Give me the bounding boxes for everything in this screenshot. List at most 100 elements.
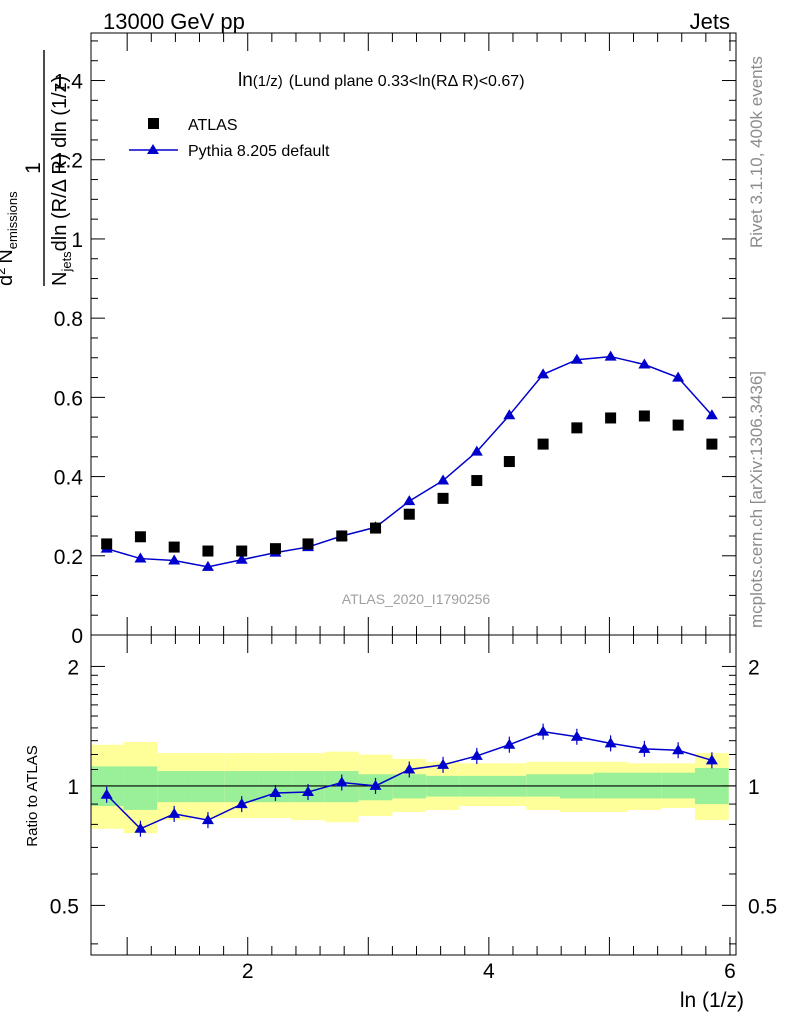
ratio-point <box>335 776 348 787</box>
mc-point <box>570 353 583 364</box>
ratio-y-tick-label-right: 2 <box>748 656 760 679</box>
ratio-point <box>269 786 282 797</box>
uncertainty-bands <box>91 742 729 834</box>
ratio-point <box>570 730 583 741</box>
mc-point <box>134 552 147 563</box>
atlas-point <box>168 541 180 553</box>
panel-title: ln(1/z) (Lund plane 0.33<ln(RΔ R)<0.67) <box>238 70 525 91</box>
y-label-den-n: N <box>49 272 71 286</box>
ratio-panel-frame <box>90 634 737 956</box>
ratio-x-tick-label: 6 <box>724 960 736 983</box>
atlas-point <box>302 538 314 550</box>
y-label-denominator-1: Njetsdln (R/Δ R) dln (1/z) <box>49 76 74 286</box>
atlas-point <box>571 422 583 434</box>
mc-point <box>672 371 685 382</box>
ratio-point <box>201 814 214 825</box>
atlas-point <box>202 545 214 557</box>
atlas-point <box>236 545 248 557</box>
ratio-point <box>604 737 617 748</box>
ratio-point <box>503 738 516 749</box>
ratio-x-tick-label: 2 <box>242 960 254 983</box>
atlas-point <box>101 538 113 550</box>
ratio-point <box>470 749 483 760</box>
mc-series <box>100 350 718 571</box>
atlas-point <box>336 530 348 542</box>
band-inner <box>157 771 192 803</box>
mc-point <box>604 350 617 361</box>
ratio-mc-series <box>100 723 718 837</box>
main-y-tick-label: 1.4 <box>54 71 84 94</box>
ratio-point <box>437 758 450 769</box>
main-y-tick-label: 0.8 <box>54 308 83 331</box>
mc-point <box>201 560 214 571</box>
mc-line <box>106 355 713 568</box>
y-label-fraction-one: 1 <box>22 162 45 174</box>
main-y-ticks: 0 0.2 0.4 0.6 0.8 1 1.2 1.4 <box>54 40 736 648</box>
ratio-point <box>369 779 382 790</box>
mc-point <box>537 368 550 379</box>
y-label-num-sub: emissions <box>5 191 20 249</box>
ratio-point <box>235 798 248 809</box>
main-y-tick-label: 0.6 <box>54 387 83 410</box>
y-label-num-exp: 2 <box>0 268 8 275</box>
main-panel: 0 0.2 0.4 0.6 0.8 1 1.2 1.4 ln(1/z) (Lund plane … <box>0 32 737 648</box>
y-label-numerator: d2 Nemissions <box>0 191 20 286</box>
main-y-label: 1 Njetsdln (R/Δ R) dln (1/z) d2 Nemission… <box>0 50 74 286</box>
ratio-x-ticks: 2 4 6 <box>126 635 736 983</box>
atlas-point <box>134 531 146 543</box>
ratio-y-tick-label: 2 <box>67 656 79 679</box>
atlas-point <box>269 543 281 555</box>
analysis-tag: ATLAS_2020_I1790256 <box>342 591 491 607</box>
ratio-point <box>168 807 181 818</box>
ratio-y-ticks: 0.5 0.5 1 1 2 2 <box>50 656 777 945</box>
mc-point <box>638 358 651 369</box>
mc-point <box>470 445 483 456</box>
ratio-point <box>403 763 416 774</box>
ratio-panel: 0.5 0.5 1 1 2 2 2 4 6 Ratio to ATLAS <box>24 634 777 983</box>
header-left: 13000 GeV pp <box>103 9 245 34</box>
main-y-tick-label: 1 <box>71 229 83 252</box>
mc-point <box>168 554 181 565</box>
legend-mc-label: Pythia 8.205 default <box>188 143 330 160</box>
atlas-point <box>638 410 650 422</box>
y-label-den-rest: dln (R/Δ R) dln (1/z) <box>49 76 71 252</box>
atlas-point <box>503 456 515 468</box>
main-y-tick-label: 1.2 <box>54 150 83 173</box>
atlas-series <box>101 410 718 557</box>
mc-point <box>403 495 416 506</box>
mcplots-label: mcplots.cern.ch [arXiv:1306.3436] <box>747 371 766 628</box>
header-right: Jets <box>690 9 730 34</box>
ratio-point <box>672 744 685 755</box>
main-y-tick-label: 0.2 <box>54 546 83 569</box>
legend: ATLAS Pythia 8.205 default <box>129 117 330 160</box>
band-inner <box>123 766 158 810</box>
ratio-point <box>638 742 651 753</box>
panel-title-sub: (1/z) <box>253 73 283 90</box>
ratio-point <box>537 725 550 736</box>
main-y-tick-label: 0 <box>71 625 83 648</box>
ratio-y-tick-label-right: 1 <box>748 776 760 799</box>
panel-title-rest: (Lund plane 0.33<ln(RΔ R)<0.67) <box>289 73 525 90</box>
y-label-num-n: N <box>0 249 17 263</box>
atlas-point <box>437 492 449 504</box>
y-label-num-d: d <box>0 275 17 286</box>
ratio-point <box>100 788 113 799</box>
atlas-point <box>403 508 415 520</box>
ratio-y-tick-label: 0.5 <box>50 895 79 918</box>
ratio-point <box>134 822 147 833</box>
rivet-label: Rivet 3.1.10, 400k events <box>747 56 766 248</box>
atlas-point <box>370 522 382 534</box>
mc-point <box>235 553 248 564</box>
atlas-point <box>706 438 718 450</box>
band-inner <box>191 771 225 803</box>
legend-mc-marker <box>147 144 159 154</box>
main-y-tick-label: 0.4 <box>54 467 84 490</box>
atlas-point <box>605 412 617 424</box>
legend-atlas-label: ATLAS <box>188 117 238 134</box>
x-axis-label: ln (1/z) <box>680 989 744 1012</box>
legend-atlas-marker <box>148 118 159 129</box>
y-label-den-jets: jets <box>59 251 74 273</box>
mc-point <box>705 409 718 420</box>
ratio-x-tick-label: 4 <box>483 960 495 983</box>
